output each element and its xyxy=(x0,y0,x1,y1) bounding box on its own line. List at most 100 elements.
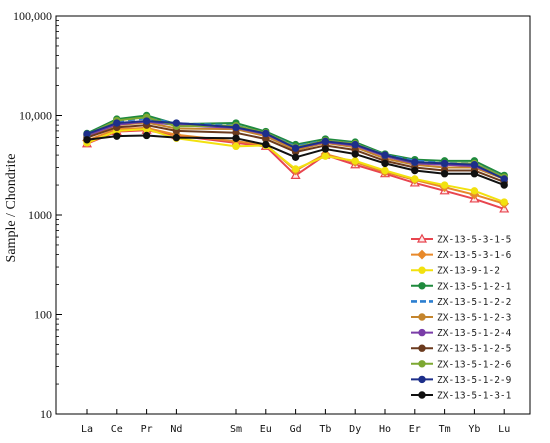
x-tick-label: Ho xyxy=(379,424,391,435)
data-point xyxy=(321,145,330,153)
legend-label: ZX-13-5-1-2-3 xyxy=(437,313,511,324)
data-point xyxy=(291,153,300,162)
data-point xyxy=(321,152,330,160)
data-point xyxy=(142,131,151,140)
y-tick-label: 100 xyxy=(34,308,52,322)
x-tick-label: Eu xyxy=(260,424,272,435)
x-tick-label: Sm xyxy=(230,424,242,435)
x-tick-label: La xyxy=(81,424,93,435)
legend-item: ZX-13-5-1-2-3 xyxy=(411,313,511,324)
legend-label: ZX-13-5-1-3-1 xyxy=(437,391,512,402)
legend-marker xyxy=(417,249,427,260)
legend-label: ZX-13-5-3-1-5 xyxy=(437,235,511,246)
y-axis-label: Sample / Chondrite xyxy=(4,154,19,263)
legend-marker xyxy=(418,313,426,321)
legend-item: ZX-13-5-1-2-5 xyxy=(411,344,511,355)
x-tick-label: Er xyxy=(409,424,421,435)
data-point xyxy=(411,166,419,175)
data-point xyxy=(351,157,359,165)
data-point xyxy=(411,158,419,166)
data-point xyxy=(291,165,300,173)
data-point xyxy=(440,181,449,189)
series-layer xyxy=(81,111,510,213)
legend-item: ZX-13-5-1-2-4 xyxy=(411,328,512,339)
y-tick-label: 1000 xyxy=(28,208,52,222)
x-tick-label: Pr xyxy=(141,424,153,435)
data-point xyxy=(232,134,240,143)
data-point xyxy=(381,151,389,159)
axes-layer: 10 100 1000 10,000 100,000 La Ce Pr Nd Sm Eu Gd Tb Dy… xyxy=(13,9,531,435)
data-point xyxy=(262,140,270,149)
y-tick-label: 10 xyxy=(40,407,52,421)
legend-marker xyxy=(418,328,426,337)
data-point xyxy=(232,123,240,132)
data-point xyxy=(351,140,359,149)
data-point xyxy=(113,119,121,127)
legend-label: ZX-13-5-1-2-9 xyxy=(437,375,512,386)
legend-label: ZX-13-5-1-2-4 xyxy=(437,328,512,339)
data-point xyxy=(351,150,359,158)
series-line xyxy=(86,124,505,183)
data-point xyxy=(83,136,91,144)
series-line xyxy=(86,114,505,177)
data-point xyxy=(381,166,389,175)
data-point xyxy=(381,159,389,168)
series-line xyxy=(86,121,505,180)
legend-item: ZX-13-5-3-1-5 xyxy=(411,233,511,246)
data-point xyxy=(470,170,479,178)
data-point xyxy=(440,159,449,168)
legend-marker xyxy=(418,266,426,274)
legend-item: ZX-13-5-1-2-1 xyxy=(411,281,512,292)
data-point xyxy=(291,144,300,152)
data-point xyxy=(172,119,181,127)
legend-item: ZX-13-5-3-1-6 xyxy=(411,249,512,261)
x-tick-label: Tb xyxy=(319,424,331,435)
data-point xyxy=(500,181,508,189)
legend: ZX-13-5-3-1-5 ZX-13-5-3-1-6 ZX-13-9-1-2 ZX-… xyxy=(411,233,512,402)
legend-label: ZX-13-5-1-2-6 xyxy=(437,359,512,370)
legend-marker xyxy=(418,282,426,290)
legend-marker xyxy=(418,375,426,384)
legend-marker xyxy=(418,360,426,368)
legend-label: ZX-13-5-3-1-6 xyxy=(437,250,512,261)
series-ZX-13-5-1-2-9 xyxy=(83,117,508,183)
series-ZX-13-5-1-3-1 xyxy=(83,131,508,189)
data-point xyxy=(172,133,181,142)
data-point xyxy=(142,117,151,125)
x-tick-label: Gd xyxy=(290,424,302,435)
data-point xyxy=(232,142,240,151)
legend-item: ZX-13-9-1-2 xyxy=(411,266,500,277)
data-point xyxy=(262,129,270,138)
legend-label: ZX-13-5-1-2-1 xyxy=(437,281,512,292)
x-tick-label: Ce xyxy=(111,424,123,435)
data-point xyxy=(470,187,479,195)
series-line xyxy=(86,120,505,180)
y-tick-label: 10,000 xyxy=(19,109,52,123)
legend-label: ZX-13-5-1-2-5 xyxy=(437,344,511,355)
legend-item: ZX-13-5-1-3-1 xyxy=(411,391,512,402)
legend-marker xyxy=(418,391,426,399)
data-point xyxy=(411,175,419,183)
data-point xyxy=(113,132,121,140)
legend-item: ZX-13-5-1-2-9 xyxy=(411,375,512,386)
x-tick-label: Lu xyxy=(498,424,510,435)
legend-item: ZX-13-5-1-2-2 xyxy=(411,297,511,308)
x-tick-label: Nd xyxy=(170,424,182,435)
x-tick-label: Yb xyxy=(468,424,480,435)
data-point xyxy=(440,170,449,178)
data-point xyxy=(500,175,508,183)
series-line xyxy=(86,128,505,203)
series-line xyxy=(86,134,505,186)
x-tick-label: Tm xyxy=(439,424,451,435)
data-point xyxy=(321,137,330,146)
data-point xyxy=(500,198,508,206)
y-tick-label: 100,000 xyxy=(13,9,52,23)
legend-marker xyxy=(416,233,428,243)
data-point xyxy=(470,161,479,169)
legend-label: ZX-13-5-1-2-2 xyxy=(437,297,511,308)
legend-item: ZX-13-5-1-2-6 xyxy=(411,359,512,370)
x-tick-label: Dy xyxy=(349,424,361,435)
legend-label: ZX-13-9-1-2 xyxy=(437,266,500,277)
